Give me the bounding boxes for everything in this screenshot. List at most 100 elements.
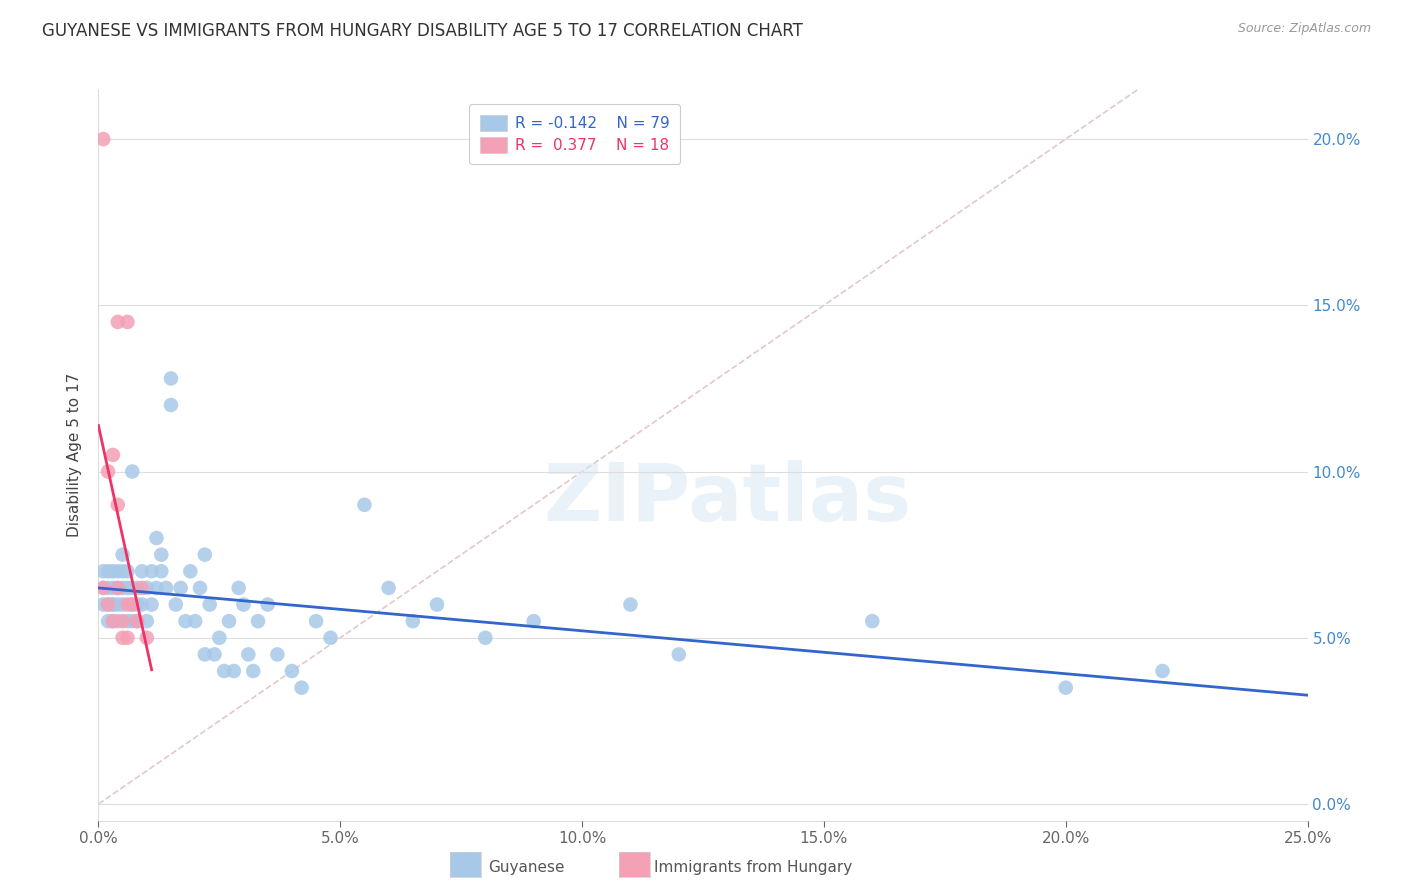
Point [208,631,231,645]
Point [97,598,120,612]
Point [117,564,139,578]
Point [169,581,191,595]
Point [619,598,641,612]
Point [238,648,260,662]
Point [141,598,163,612]
Point [91,598,114,612]
Point [97,581,120,595]
Point [135,581,157,595]
Point [212,664,235,678]
Point [141,564,163,578]
Point [111,581,134,595]
Point [198,598,221,612]
Point [101,581,124,595]
Point [131,564,153,578]
Point [111,548,134,562]
Point [97,465,120,479]
Text: ZIPatlas: ZIPatlas [543,459,911,538]
Point [101,598,124,612]
Point [107,315,129,329]
Point [668,648,690,662]
Point [135,631,157,645]
Point [266,648,288,662]
Point [117,315,139,329]
Point [150,548,173,562]
Point [121,581,143,595]
Point [319,631,342,645]
Point [117,631,139,645]
Point [107,598,129,612]
Point [474,631,496,645]
Point [179,564,201,578]
Point [184,614,207,628]
Point [111,564,134,578]
Point [145,531,167,545]
Point [256,598,278,612]
Point [402,614,425,628]
Text: Source: ZipAtlas.com: Source: ZipAtlas.com [1237,22,1371,36]
Point [222,664,245,678]
Point [305,614,328,628]
Point [107,614,129,628]
Point [1054,681,1077,695]
Point [160,398,183,412]
Point [242,664,264,678]
Point [228,581,250,595]
Point [127,581,149,595]
Point [281,664,304,678]
Point [860,614,883,628]
Point [97,614,120,628]
Text: Guyanese: Guyanese [488,861,564,875]
Point [194,548,217,562]
Point [107,581,129,595]
Point [111,631,134,645]
Point [101,564,124,578]
Point [97,564,120,578]
Point [165,598,187,612]
Point [117,581,139,595]
Point [127,614,149,628]
Point [523,614,546,628]
Point [101,614,124,628]
Point [107,498,129,512]
Point [131,581,153,595]
Point [91,132,114,146]
Point [155,581,177,595]
Point [97,598,120,612]
Point [117,598,139,612]
Legend: R = -0.142    N = 79, R =  0.377    N = 18: R = -0.142 N = 79, R = 0.377 N = 18 [468,104,681,163]
Point [127,598,149,612]
Point [188,581,211,595]
Point [290,681,312,695]
Point [101,598,124,612]
Point [135,614,157,628]
Point [353,498,375,512]
Point [232,598,254,612]
Point [174,614,197,628]
Point [121,598,143,612]
Point [194,648,217,662]
Y-axis label: Disability Age 5 to 17: Disability Age 5 to 17 [67,373,83,537]
Text: Immigrants from Hungary: Immigrants from Hungary [654,861,852,875]
Point [91,564,114,578]
Point [111,598,134,612]
Point [160,371,183,385]
Point [204,648,226,662]
Text: GUYANESE VS IMMIGRANTS FROM HUNGARY DISABILITY AGE 5 TO 17 CORRELATION CHART: GUYANESE VS IMMIGRANTS FROM HUNGARY DISA… [42,22,803,40]
Point [426,598,449,612]
Point [145,581,167,595]
Point [247,614,270,628]
Point [101,614,124,628]
Point [127,614,149,628]
Point [121,465,143,479]
Point [91,581,114,595]
Point [121,598,143,612]
Point [218,614,240,628]
Point [117,614,139,628]
Point [107,581,129,595]
Point [377,581,399,595]
Point [1152,664,1174,678]
Point [101,448,124,462]
Point [107,564,129,578]
Point [131,598,153,612]
